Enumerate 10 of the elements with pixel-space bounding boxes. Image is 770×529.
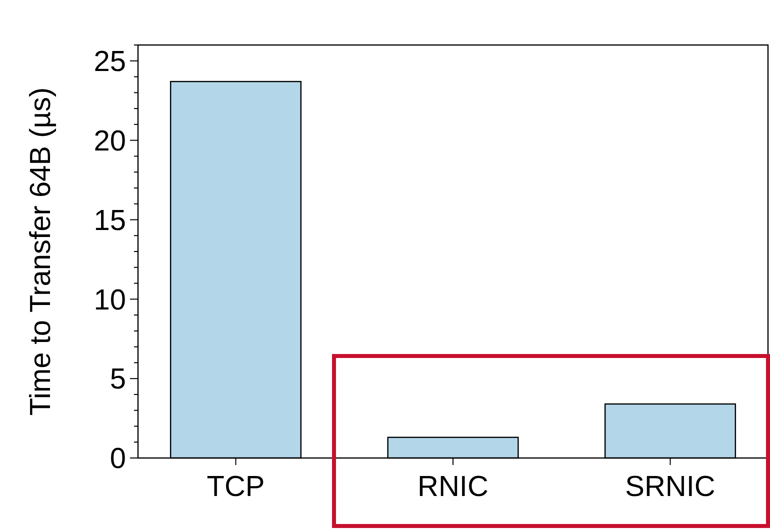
x-tick-label: RNIC: [418, 471, 488, 503]
x-tick-label: SRNIC: [625, 471, 716, 503]
y-tick-label: 15: [94, 204, 126, 237]
y-axis-title: Time to Transfer 64B (µs): [25, 87, 57, 416]
y-tick-label: 10: [94, 284, 126, 316]
x-tick-label: TCP: [206, 471, 265, 503]
y-tick-label: 5: [110, 364, 126, 396]
y-tick-label: 0: [110, 443, 126, 476]
y-tick-label: 25: [94, 46, 126, 78]
y-tick-label: 20: [94, 125, 126, 158]
